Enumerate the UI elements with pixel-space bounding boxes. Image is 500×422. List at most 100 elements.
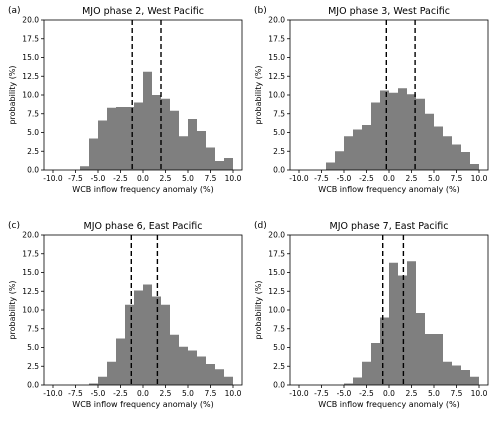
y-tick-label: 20.0	[22, 231, 39, 240]
x-axis-label: WCB inflow frequency anomaly (%)	[72, 400, 213, 409]
x-tick-label: 5.0	[182, 389, 194, 398]
y-tick-label: 5.0	[27, 128, 39, 137]
histogram-bar	[380, 90, 389, 170]
y-axis-label: probability (%)	[8, 65, 17, 124]
x-tick-label: 10.0	[471, 389, 488, 398]
y-tick-label: 10.0	[22, 91, 39, 100]
y-tick-label: 17.5	[268, 34, 285, 43]
y-tick-label: 12.5	[22, 72, 39, 81]
histogram-bar	[362, 125, 371, 170]
histogram-bar	[380, 317, 389, 385]
panel-label: (d)	[254, 221, 267, 231]
histogram-bar	[170, 110, 179, 170]
x-axis-label: WCB inflow frequency anomaly (%)	[318, 185, 459, 194]
histogram-bar	[143, 284, 152, 385]
x-tick-label: 2.5	[160, 174, 172, 183]
y-tick-label: 10.0	[22, 306, 39, 315]
histogram-bar	[353, 377, 362, 385]
y-tick-label: 2.5	[27, 362, 39, 371]
y-tick-label: 17.5	[22, 34, 39, 43]
y-tick-label: 10.0	[268, 91, 285, 100]
x-tick-label: -2.5	[359, 389, 374, 398]
x-tick-label: 10.0	[225, 389, 242, 398]
x-tick-label: 0.0	[137, 389, 149, 398]
x-tick-label: 7.5	[205, 174, 217, 183]
histogram-bar	[215, 369, 224, 385]
y-tick-label: 5.0	[27, 343, 39, 352]
y-axis-label: probability (%)	[254, 65, 263, 124]
panel-label: (a)	[8, 6, 21, 16]
histogram-bar	[89, 383, 98, 385]
histogram-bar	[125, 107, 134, 170]
y-tick-label: 7.5	[27, 109, 39, 118]
chart-title: MJO phase 2, West Pacific	[82, 6, 204, 17]
x-tick-label: -2.5	[113, 174, 128, 183]
histogram-bar	[398, 88, 407, 170]
histogram-bar	[116, 107, 125, 170]
y-tick-label: 0.0	[27, 381, 39, 390]
histogram-bar	[407, 94, 416, 170]
histogram-bar	[125, 304, 134, 385]
chart-panel-4: -10.0 -7.5 -5.0 -2.5 0.0 2.5 5.0 7.5 10.0 0.0 2.5 5…	[254, 221, 489, 409]
y-tick-label: 2.5	[27, 147, 39, 156]
histogram-bar	[416, 313, 425, 385]
histogram-bar	[179, 136, 188, 170]
histogram-bar	[89, 138, 98, 170]
y-tick-label: 15.0	[268, 268, 285, 277]
x-tick-label: 7.5	[205, 389, 217, 398]
histogram-bar	[425, 113, 434, 170]
histogram-bar	[116, 338, 125, 385]
x-tick-label: -5.0	[337, 389, 352, 398]
histogram-bar	[371, 343, 380, 385]
histogram-bar	[170, 334, 179, 385]
histogram-bar	[206, 147, 215, 170]
y-tick-label: 12.5	[22, 287, 39, 296]
y-tick-label: 17.5	[268, 249, 285, 258]
histogram-bar	[188, 119, 197, 170]
histogram-bar	[353, 129, 362, 170]
chart-panel-2: -10.0 -7.5 -5.0 -2.5 0.0 2.5 5.0 7.5 10.0 0.0 2.5 5…	[254, 6, 489, 194]
y-tick-label: 17.5	[22, 249, 39, 258]
histogram-bar	[188, 350, 197, 385]
x-tick-label: -7.5	[68, 174, 83, 183]
histogram-bar	[335, 151, 344, 170]
chart-panel-1: -10.0 -7.5 -5.0 -2.5 0.0 2.5 5.0 7.5 10.0 0.0 2.5 5…	[8, 6, 243, 194]
histogram-bar	[362, 361, 371, 385]
x-tick-label: 2.5	[406, 389, 418, 398]
histogram-bar	[461, 370, 470, 385]
y-tick-label: 0.0	[273, 381, 285, 390]
y-tick-label: 7.5	[27, 324, 39, 333]
x-tick-label: 0.0	[383, 389, 395, 398]
y-tick-label: 20.0	[268, 231, 285, 240]
x-tick-label: 7.5	[451, 174, 463, 183]
histogram-bar	[461, 152, 470, 170]
x-tick-label: 5.0	[182, 174, 194, 183]
y-axis-label: probability (%)	[8, 280, 17, 339]
y-tick-label: 15.0	[22, 53, 39, 62]
histogram-bar	[98, 120, 107, 170]
histogram-bar	[152, 296, 161, 385]
histogram-bar	[107, 361, 116, 385]
histogram-bar	[443, 361, 452, 385]
y-tick-label: 7.5	[273, 324, 285, 333]
histogram-bar	[425, 334, 434, 385]
histogram-bar	[398, 275, 407, 385]
histogram-bar	[326, 162, 335, 170]
x-tick-label: -7.5	[68, 389, 83, 398]
x-tick-label: -5.0	[91, 389, 106, 398]
x-tick-label: 2.5	[160, 389, 172, 398]
y-tick-label: 12.5	[268, 72, 285, 81]
histogram-bar	[143, 71, 152, 170]
x-tick-label: -10.0	[43, 174, 63, 183]
x-tick-label: 2.5	[406, 174, 418, 183]
histogram-bar	[452, 144, 461, 170]
y-tick-label: 5.0	[273, 343, 285, 352]
panel-label: (c)	[8, 221, 20, 231]
histogram-bar	[179, 346, 188, 385]
histogram-bar	[452, 365, 461, 385]
histogram-bar	[389, 92, 398, 170]
x-tick-label: -10.0	[289, 389, 309, 398]
histogram-bar	[107, 107, 116, 170]
x-tick-label: 5.0	[428, 174, 440, 183]
